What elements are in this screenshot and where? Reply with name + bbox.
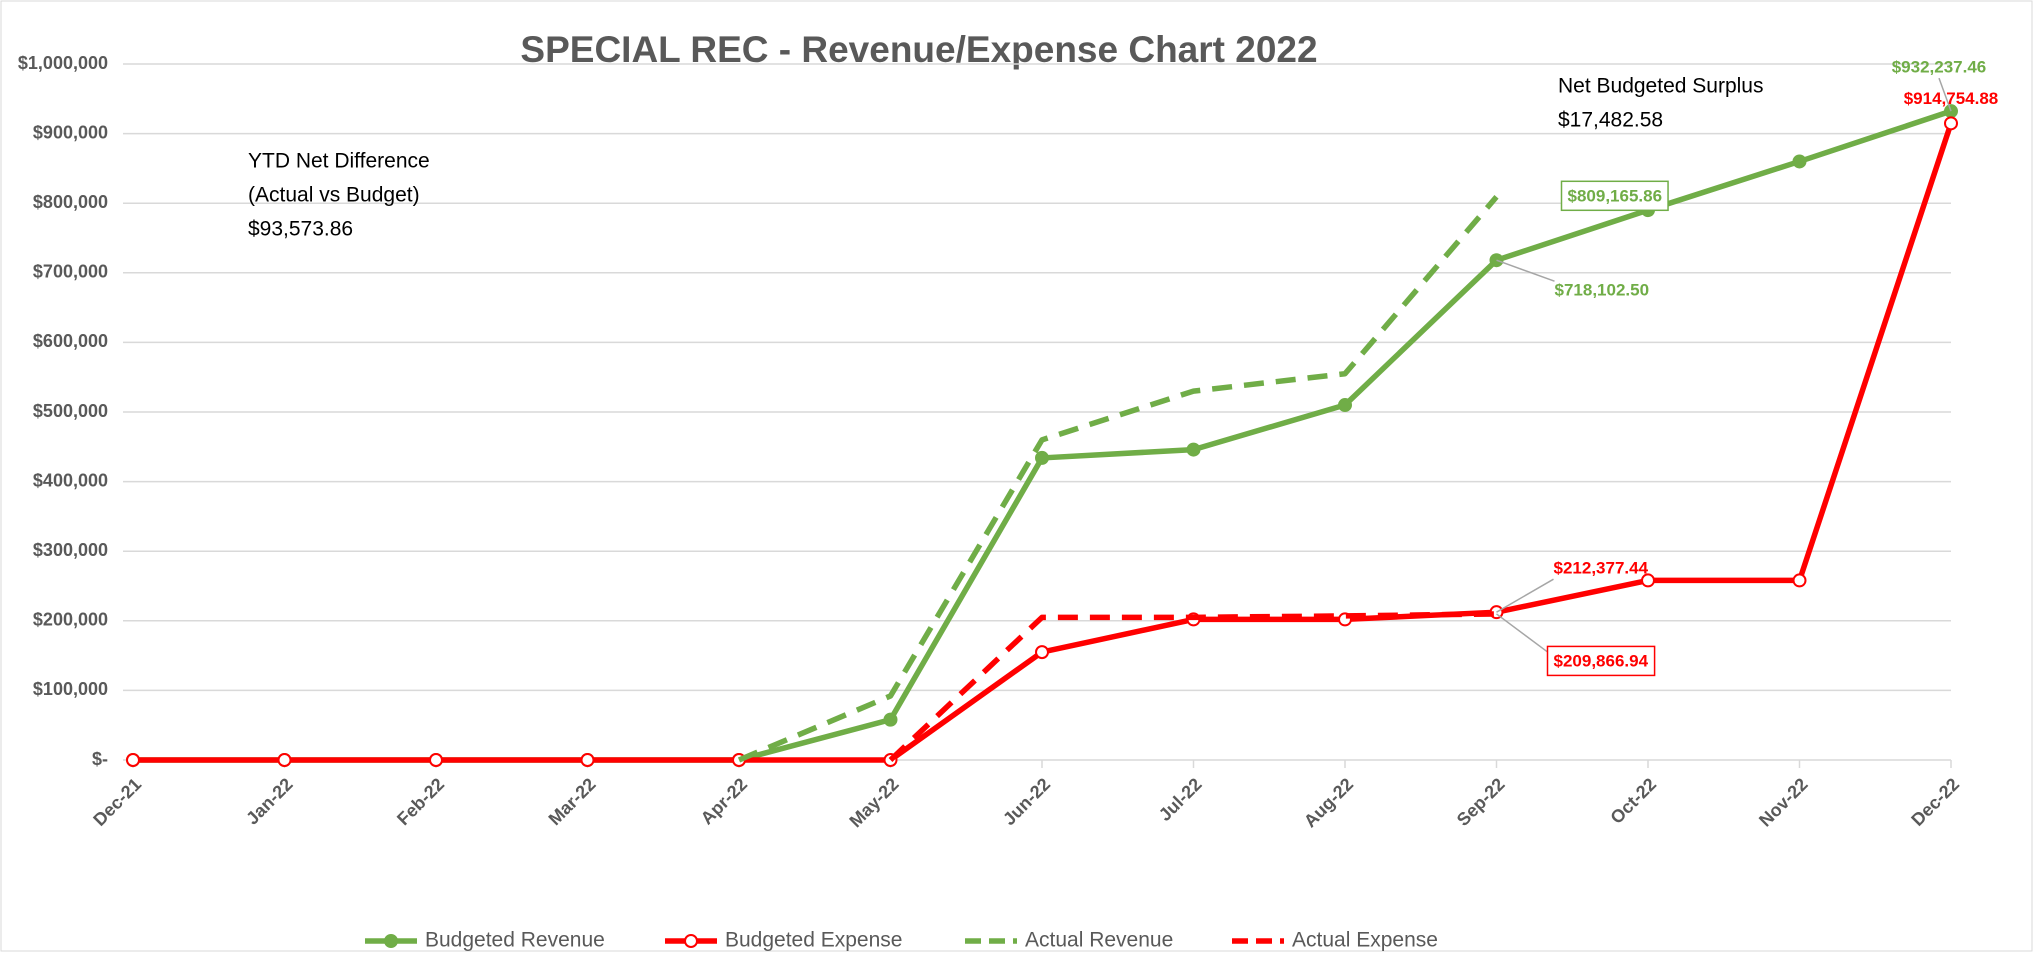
y-tick-label: $500,000	[33, 401, 108, 421]
legend-label: Actual Expense	[1292, 929, 1438, 952]
data-label: $932,237.46	[1892, 58, 1987, 77]
leader-line	[1938, 77, 1952, 112]
y-tick-label: $600,000	[33, 331, 108, 351]
legend-label: Budgeted Expense	[725, 929, 902, 952]
annotation: (Actual vs Budget)	[248, 184, 420, 207]
marker	[429, 753, 443, 767]
annotation: $93,573.86	[248, 218, 353, 241]
y-tick-label: $800,000	[33, 192, 108, 212]
y-tick-label: $-	[92, 749, 108, 769]
data-label-box	[1546, 645, 1656, 677]
leader-line	[1496, 613, 1548, 653]
legend-label: Budgeted Revenue	[425, 929, 605, 952]
marker	[1035, 450, 1049, 465]
y-tick-label: $1,000,000	[18, 53, 108, 73]
marker	[1186, 442, 1201, 457]
leader-line	[1496, 259, 1555, 282]
marker	[277, 753, 292, 767]
data-label: $809,165.86	[1568, 186, 1663, 205]
marker	[1944, 116, 1958, 131]
y-tick-label: $900,000	[33, 122, 108, 142]
legend-marker	[384, 934, 398, 948]
chart-title: SPECIAL REC - Revenue/Expense Chart 2022	[520, 29, 1317, 70]
data-label: $212,377.44	[1554, 559, 1649, 578]
marker	[1641, 573, 1655, 588]
legend-label: Actual Revenue	[1025, 929, 1173, 952]
y-tick-label: $700,000	[33, 262, 108, 282]
marker	[126, 753, 140, 767]
data-label-box	[1560, 180, 1669, 212]
leader-line	[1496, 578, 1554, 613]
y-tick-label: $400,000	[33, 470, 108, 490]
legend-marker	[684, 934, 698, 948]
marker	[580, 753, 595, 767]
marker	[1035, 645, 1049, 660]
marker	[1792, 154, 1807, 169]
y-tick-label: $200,000	[33, 610, 108, 630]
annotation: Net Budgeted Surplus	[1558, 75, 1763, 98]
marker	[1338, 398, 1352, 413]
y-tick-label: $100,000	[33, 679, 108, 699]
marker	[883, 712, 898, 727]
annotation: $17,482.58	[1558, 109, 1663, 132]
marker	[1792, 573, 1807, 588]
data-label: $914,754.88	[1904, 89, 1999, 108]
series-line	[737, 195, 1499, 763]
data-label: $718,102.50	[1555, 281, 1650, 300]
data-label: $209,866.94	[1554, 651, 1649, 670]
series-line	[888, 611, 1497, 763]
annotation: YTD Net Difference	[248, 150, 430, 173]
y-tick-label: $300,000	[33, 540, 108, 560]
